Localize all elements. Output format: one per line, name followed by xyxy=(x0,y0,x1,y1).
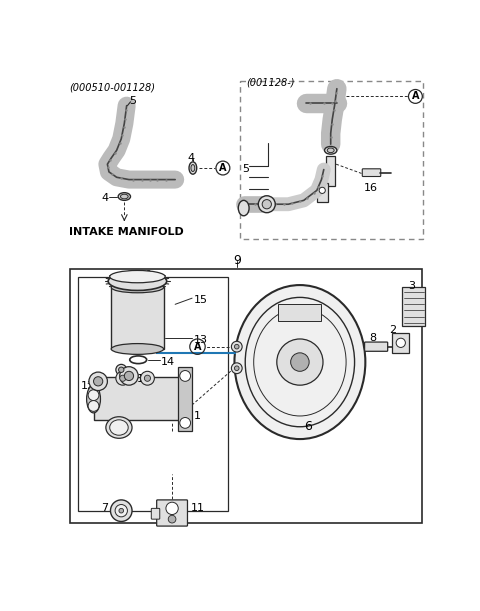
Text: 5: 5 xyxy=(242,164,249,174)
FancyBboxPatch shape xyxy=(392,333,409,353)
Circle shape xyxy=(180,370,191,381)
Circle shape xyxy=(234,366,239,370)
Circle shape xyxy=(258,196,275,213)
Text: 2: 2 xyxy=(389,325,396,335)
Circle shape xyxy=(168,515,176,523)
Ellipse shape xyxy=(189,162,197,174)
Circle shape xyxy=(144,375,151,381)
FancyBboxPatch shape xyxy=(156,500,188,526)
Ellipse shape xyxy=(86,385,100,413)
Circle shape xyxy=(396,338,406,348)
Text: 15: 15 xyxy=(193,295,208,305)
Text: 10: 10 xyxy=(139,269,153,280)
Circle shape xyxy=(110,500,132,521)
Ellipse shape xyxy=(238,200,249,216)
Text: 7: 7 xyxy=(101,503,108,513)
Ellipse shape xyxy=(111,343,164,354)
Text: 8: 8 xyxy=(369,333,376,343)
Circle shape xyxy=(120,375,126,381)
Ellipse shape xyxy=(116,364,127,375)
FancyBboxPatch shape xyxy=(178,367,192,431)
Text: 11: 11 xyxy=(191,503,204,513)
FancyBboxPatch shape xyxy=(278,304,322,321)
Ellipse shape xyxy=(110,420,128,435)
Ellipse shape xyxy=(110,271,165,283)
Ellipse shape xyxy=(327,148,334,153)
Text: 12: 12 xyxy=(137,373,151,384)
Circle shape xyxy=(180,417,191,428)
Circle shape xyxy=(231,363,242,373)
FancyBboxPatch shape xyxy=(326,156,336,186)
Ellipse shape xyxy=(324,147,337,154)
Ellipse shape xyxy=(111,282,164,293)
FancyBboxPatch shape xyxy=(402,287,425,326)
Text: 12: 12 xyxy=(81,381,95,391)
Text: 13: 13 xyxy=(193,335,208,345)
Text: 4: 4 xyxy=(101,192,108,203)
Text: A: A xyxy=(219,163,227,173)
Ellipse shape xyxy=(120,194,128,199)
Ellipse shape xyxy=(118,192,131,200)
Circle shape xyxy=(166,502,178,514)
Circle shape xyxy=(89,372,108,390)
Text: A: A xyxy=(194,342,201,352)
Ellipse shape xyxy=(191,164,195,172)
Text: 4: 4 xyxy=(187,153,194,163)
Ellipse shape xyxy=(106,417,132,438)
Circle shape xyxy=(115,505,127,517)
FancyBboxPatch shape xyxy=(365,342,388,351)
Text: 5: 5 xyxy=(129,97,136,106)
Circle shape xyxy=(277,339,323,385)
Text: (000510-001128): (000510-001128) xyxy=(69,82,155,92)
FancyBboxPatch shape xyxy=(111,287,164,349)
FancyBboxPatch shape xyxy=(317,183,328,202)
Text: 14: 14 xyxy=(161,357,175,367)
Ellipse shape xyxy=(119,367,124,373)
Circle shape xyxy=(124,371,133,381)
Circle shape xyxy=(119,508,123,513)
FancyBboxPatch shape xyxy=(94,378,184,420)
Text: 1: 1 xyxy=(193,411,201,420)
Circle shape xyxy=(262,200,271,209)
FancyBboxPatch shape xyxy=(362,169,381,177)
Text: 3: 3 xyxy=(408,281,415,291)
Ellipse shape xyxy=(108,272,167,290)
Text: 9: 9 xyxy=(233,254,240,267)
Circle shape xyxy=(319,188,325,194)
Circle shape xyxy=(231,342,242,352)
Ellipse shape xyxy=(88,390,99,401)
Circle shape xyxy=(291,353,309,371)
Text: 16: 16 xyxy=(364,183,378,192)
Text: A: A xyxy=(412,92,419,101)
Circle shape xyxy=(94,377,103,386)
Text: INTAKE MANIFOLD: INTAKE MANIFOLD xyxy=(69,227,184,237)
FancyBboxPatch shape xyxy=(151,508,160,519)
Text: 6: 6 xyxy=(304,420,312,433)
Text: (001128-): (001128-) xyxy=(246,77,295,87)
Circle shape xyxy=(234,345,239,349)
Ellipse shape xyxy=(88,401,99,411)
Circle shape xyxy=(116,371,130,385)
Ellipse shape xyxy=(234,285,365,439)
Circle shape xyxy=(120,367,138,385)
Circle shape xyxy=(141,371,155,385)
